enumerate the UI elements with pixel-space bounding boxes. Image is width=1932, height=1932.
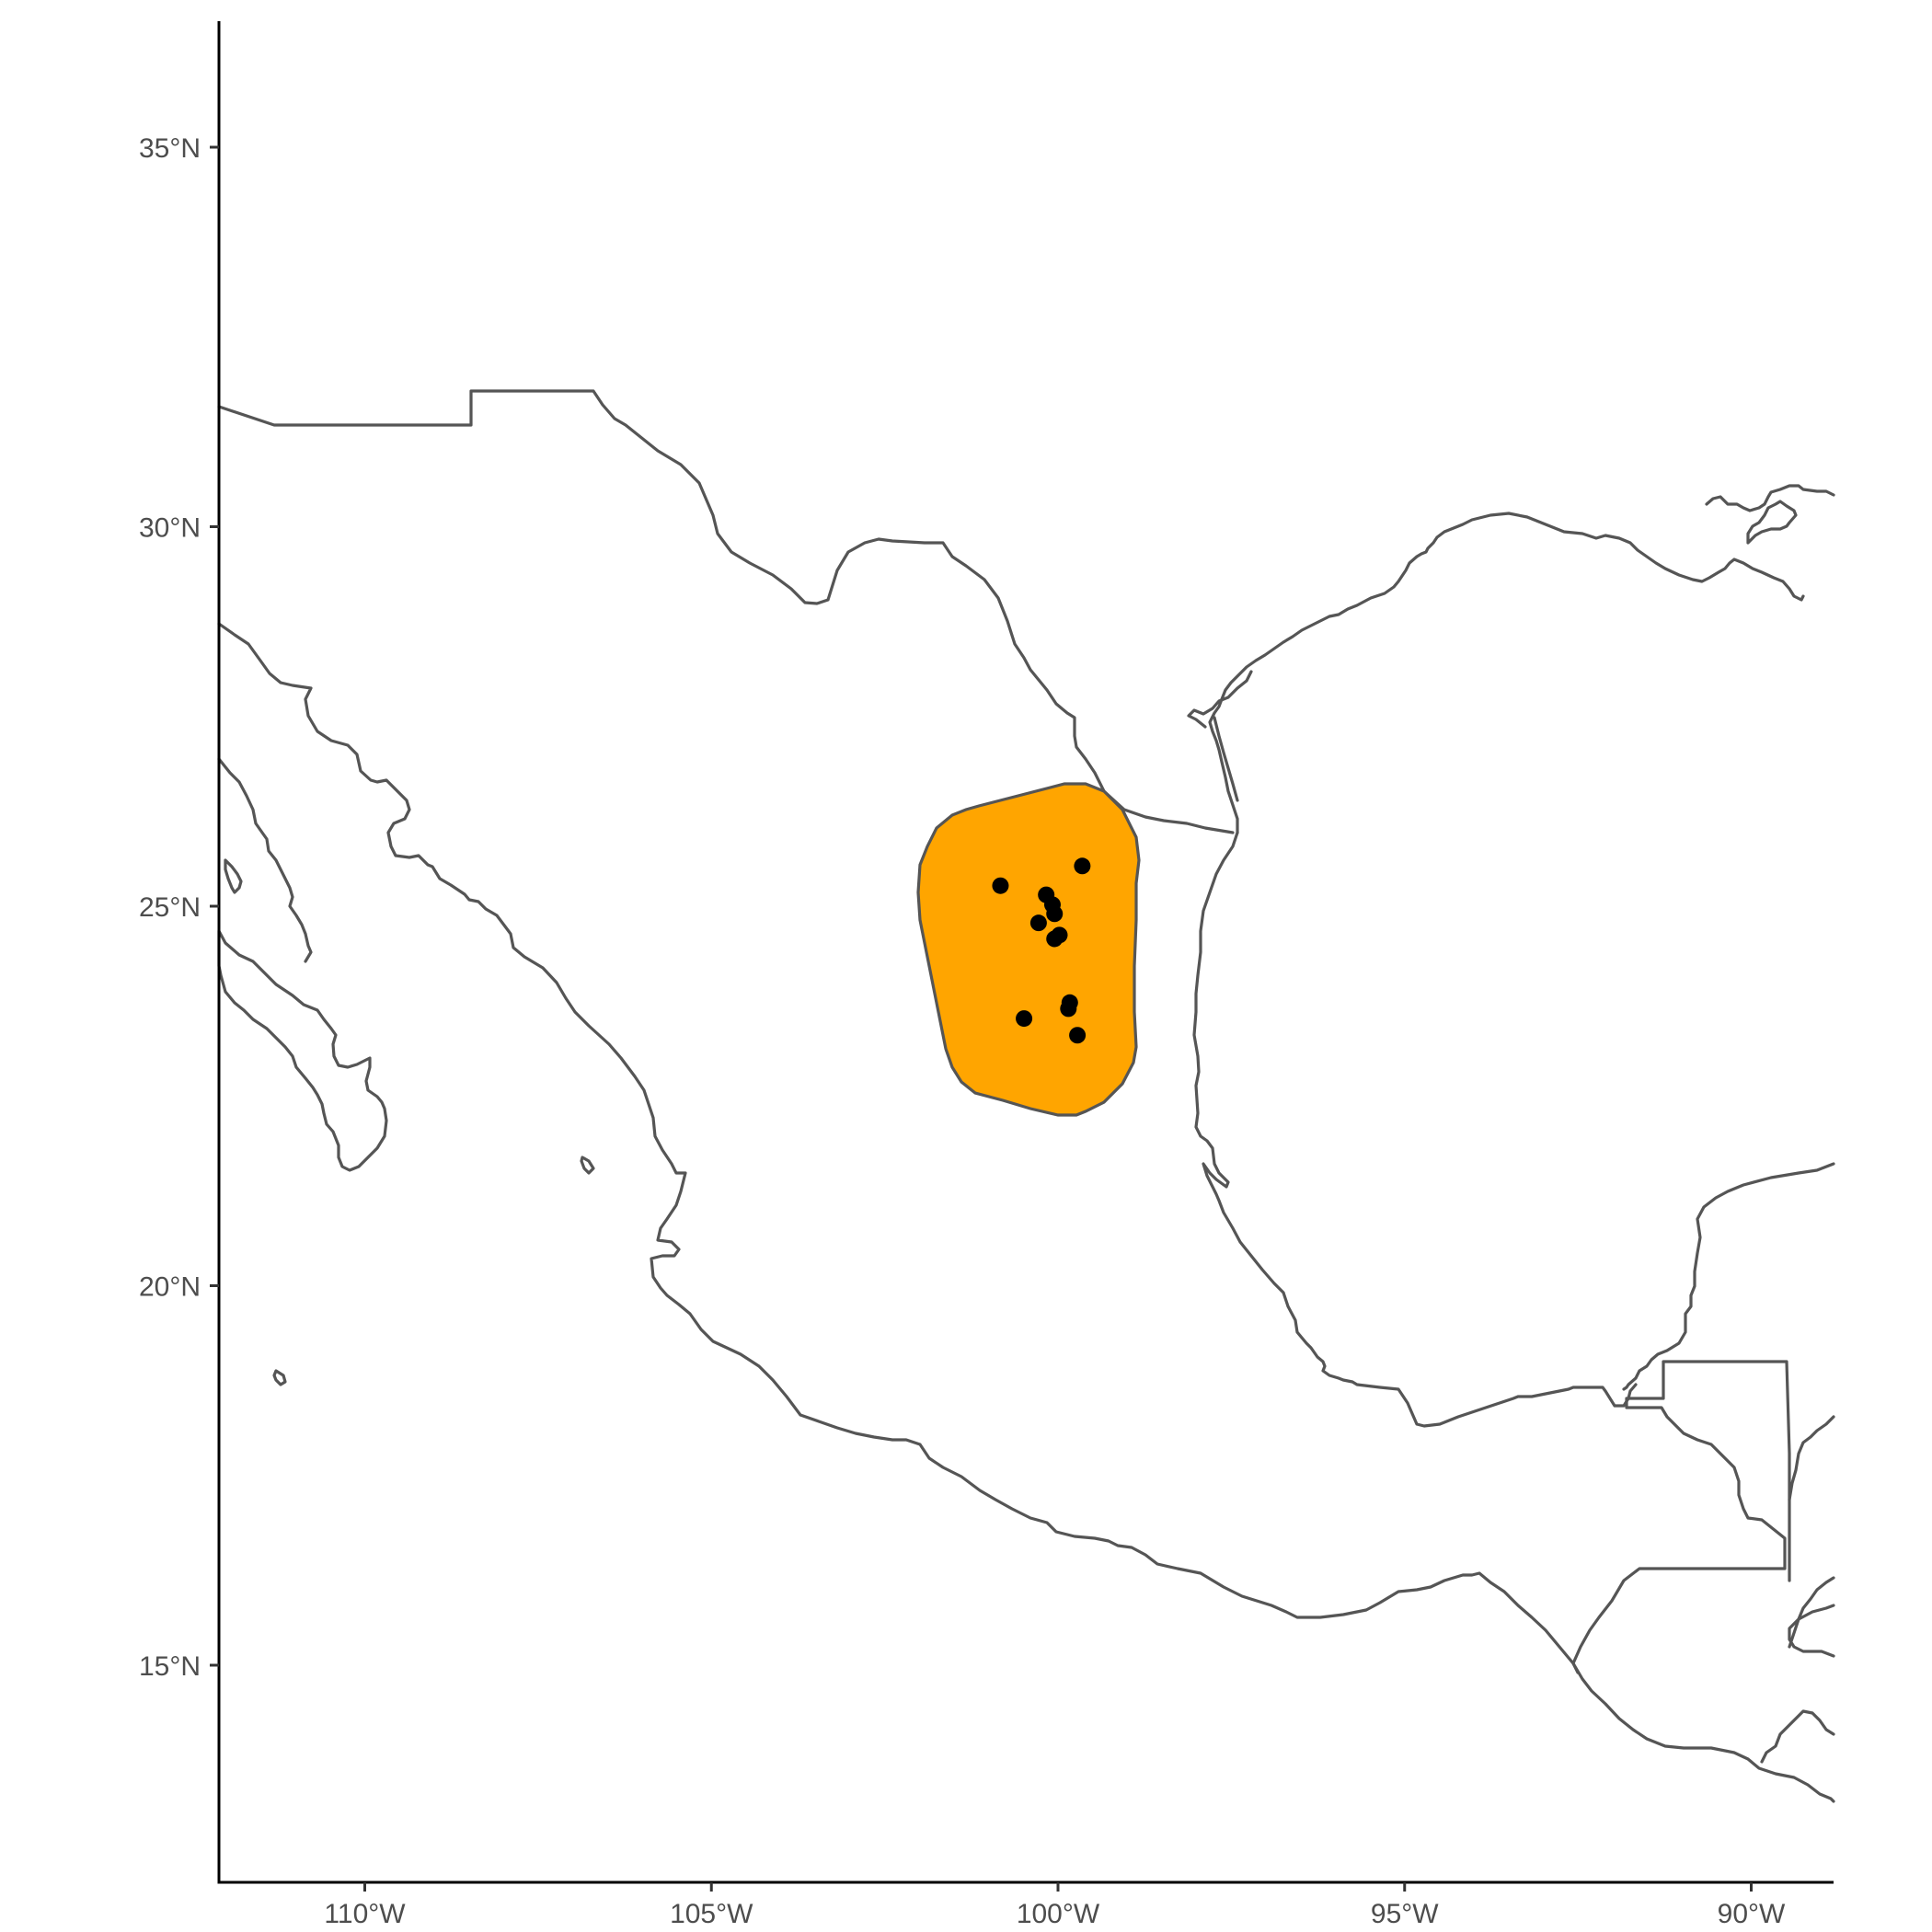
x-axis: 110°W 105°W 100°W 95°W 90°W (217, 1880, 1834, 1929)
central-america-coast-small (1788, 1576, 1835, 1649)
x-tick-label: 90°W (1718, 1899, 1786, 1929)
occurrence-point (1046, 930, 1064, 948)
guatemala-belize-border (1571, 1360, 1791, 1674)
x-tick-label: 100°W (1017, 1899, 1100, 1929)
country-borders (217, 389, 1835, 1803)
x-axis-ticks: 110°W 105°W 100°W 95°W 90°W (324, 1882, 1786, 1929)
occurrence-point (1046, 905, 1064, 923)
x-tick-label: 95°W (1371, 1899, 1439, 1929)
texas-gulf-coast (1208, 512, 1805, 834)
central-america-border (1760, 1709, 1835, 1764)
y-axis: 35°N 30°N 25°N 20°N 15°N (139, 21, 221, 1882)
range-polygon (916, 782, 1141, 1117)
x-tick-label: 105°W (670, 1899, 753, 1929)
texas-barrier-islands (1213, 716, 1239, 802)
baja-california-west-coast (217, 929, 388, 1172)
range-polygon-shape (916, 782, 1141, 1117)
y-tick-label: 25°N (139, 892, 201, 923)
central-america-coast-east (1788, 1415, 1835, 1501)
louisiana-coast (1705, 484, 1835, 512)
texas-bays (1187, 670, 1253, 729)
y-tick-label: 35°N (139, 133, 201, 164)
occurrence-point (1074, 857, 1091, 875)
yucatan-coast (1622, 1162, 1835, 1391)
y-tick-label: 15°N (139, 1651, 201, 1682)
occurrence-point (1029, 914, 1047, 932)
occurrence-point (1016, 1010, 1033, 1028)
mississippi-delta (1746, 500, 1798, 545)
occurrence-points (992, 857, 1091, 1044)
y-tick-label: 20°N (139, 1272, 201, 1303)
baja-california-gulf-coast (217, 757, 313, 963)
occurrence-point (1060, 1000, 1077, 1018)
y-axis-ticks: 35°N 30°N 25°N 20°N 15°N (139, 133, 219, 1682)
revillagigedo-island (272, 1369, 287, 1386)
honduras-elsalvador-border (1788, 1604, 1835, 1658)
gulf-coast-east-mexico (1192, 831, 1638, 1428)
islas-marias-island (580, 1156, 595, 1175)
occurrence-point (992, 877, 1009, 894)
occurrence-point (1069, 1027, 1087, 1044)
map-panel (217, 389, 1835, 1803)
mexico-pacific-coast (217, 622, 1835, 1803)
x-tick-label: 110°W (324, 1899, 406, 1929)
y-tick-label: 30°N (139, 513, 201, 544)
baja-south-fragment (224, 858, 243, 894)
us-mexico-border (217, 389, 1235, 834)
